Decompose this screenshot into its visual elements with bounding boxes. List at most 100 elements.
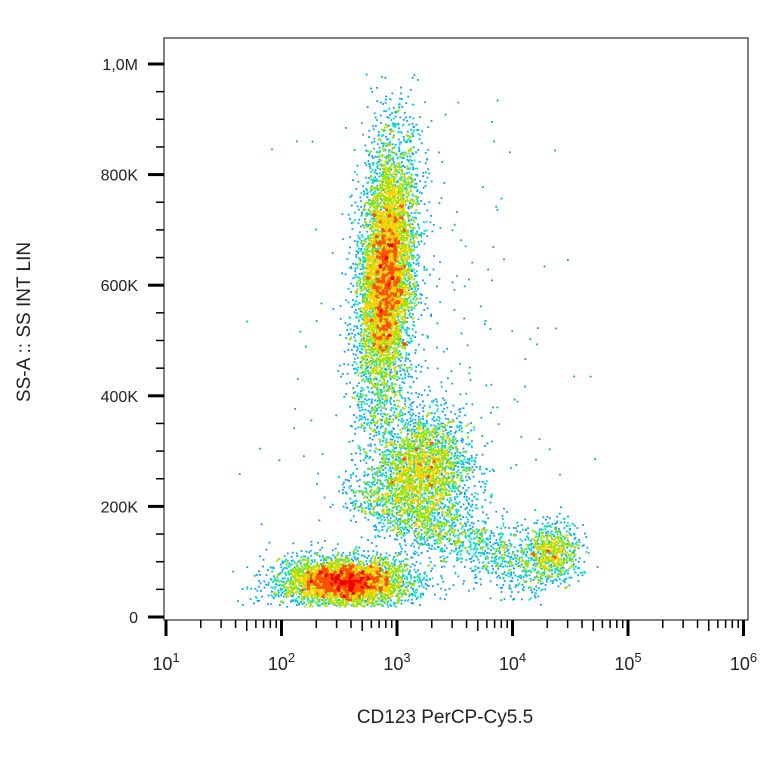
event-dot [307, 580, 310, 583]
event-dot [334, 604, 337, 607]
event-dot [405, 575, 408, 578]
event-dot [321, 554, 324, 557]
event-dot [416, 579, 419, 581]
event-dot [308, 551, 310, 554]
event-dot [318, 587, 321, 589]
event-dot [420, 592, 422, 595]
event-dot [357, 579, 359, 581]
event-dot [350, 573, 352, 576]
event-dot [335, 588, 337, 591]
event-dot [390, 583, 392, 585]
event-dot [374, 593, 376, 596]
event-dot [388, 581, 391, 583]
event-dot [297, 569, 300, 572]
event-dot [370, 564, 373, 567]
event-dot [350, 566, 352, 568]
event-dot [295, 572, 298, 574]
event-dot [330, 602, 332, 604]
event-dot [445, 593, 448, 596]
event-dot [308, 571, 311, 574]
event-dot [383, 596, 385, 599]
event-dot [336, 543, 339, 546]
event-dot [379, 558, 382, 561]
event-dot [331, 581, 334, 584]
event-dot [371, 566, 373, 569]
event-dot [377, 582, 380, 584]
event-dot [305, 576, 308, 579]
event-dot [295, 573, 298, 575]
event-dot [282, 590, 285, 593]
event-dot [411, 563, 414, 566]
event-dot [410, 337, 413, 340]
event-dot [418, 578, 421, 580]
event-dot [385, 574, 387, 577]
event-dot [314, 589, 317, 591]
event-dot [338, 570, 340, 573]
event-dot [318, 585, 321, 588]
event-dot [316, 562, 319, 565]
event-dot [398, 565, 401, 567]
event-dot [424, 571, 427, 574]
event-dot [292, 592, 295, 595]
event-dot [281, 588, 284, 591]
event-dot [372, 568, 374, 571]
event-dot [304, 579, 307, 581]
event-dot [336, 566, 339, 569]
event-dot [360, 205, 362, 208]
event-dot [381, 579, 384, 582]
event-dot [327, 574, 330, 576]
event-dot [310, 566, 312, 569]
event-dot [342, 603, 344, 606]
event-dot [339, 577, 342, 580]
event-dot [303, 563, 306, 566]
event-dot [292, 568, 294, 571]
event-dot [301, 580, 304, 583]
event-dot [369, 566, 372, 568]
event-dot [375, 579, 378, 582]
event-dot [285, 595, 288, 597]
event-dot [347, 570, 349, 572]
event-dot [305, 559, 308, 561]
event-dot [446, 556, 449, 559]
event-dot [385, 560, 387, 563]
event-dot [360, 599, 362, 602]
event-dot [256, 600, 259, 602]
event-dot [272, 566, 275, 569]
event-dot [370, 559, 372, 562]
event-dot [384, 590, 387, 593]
event-dot [265, 583, 267, 586]
event-dot [325, 557, 328, 560]
event-dot [304, 586, 307, 589]
event-dot [388, 107, 391, 110]
event-dot [315, 588, 318, 591]
event-dot [343, 596, 345, 598]
event-dot [300, 593, 302, 595]
event-dot [346, 556, 348, 558]
event-dot [336, 594, 339, 597]
event-dot [402, 316, 404, 318]
event-dot [387, 578, 390, 580]
event-dot [319, 596, 322, 599]
event-dot [412, 588, 414, 590]
event-dot [426, 575, 428, 577]
event-dot [276, 575, 278, 578]
event-dot [357, 583, 360, 586]
event-dot [331, 588, 334, 591]
event-dot [397, 601, 400, 604]
event-dot [311, 559, 313, 562]
event-dot [320, 581, 323, 583]
event-dot [253, 602, 255, 605]
event-dot [253, 574, 256, 577]
event-dot [389, 603, 391, 606]
event-dot [372, 593, 374, 596]
event-dot [390, 592, 392, 595]
event-dot [363, 582, 366, 585]
event-dot [392, 565, 394, 568]
event-dot [373, 597, 375, 599]
event-dot [360, 588, 362, 591]
event-dot [308, 583, 311, 586]
event-dot [370, 590, 373, 593]
event-dot [419, 594, 422, 597]
event-dot [347, 572, 350, 575]
event-dot [302, 585, 304, 588]
